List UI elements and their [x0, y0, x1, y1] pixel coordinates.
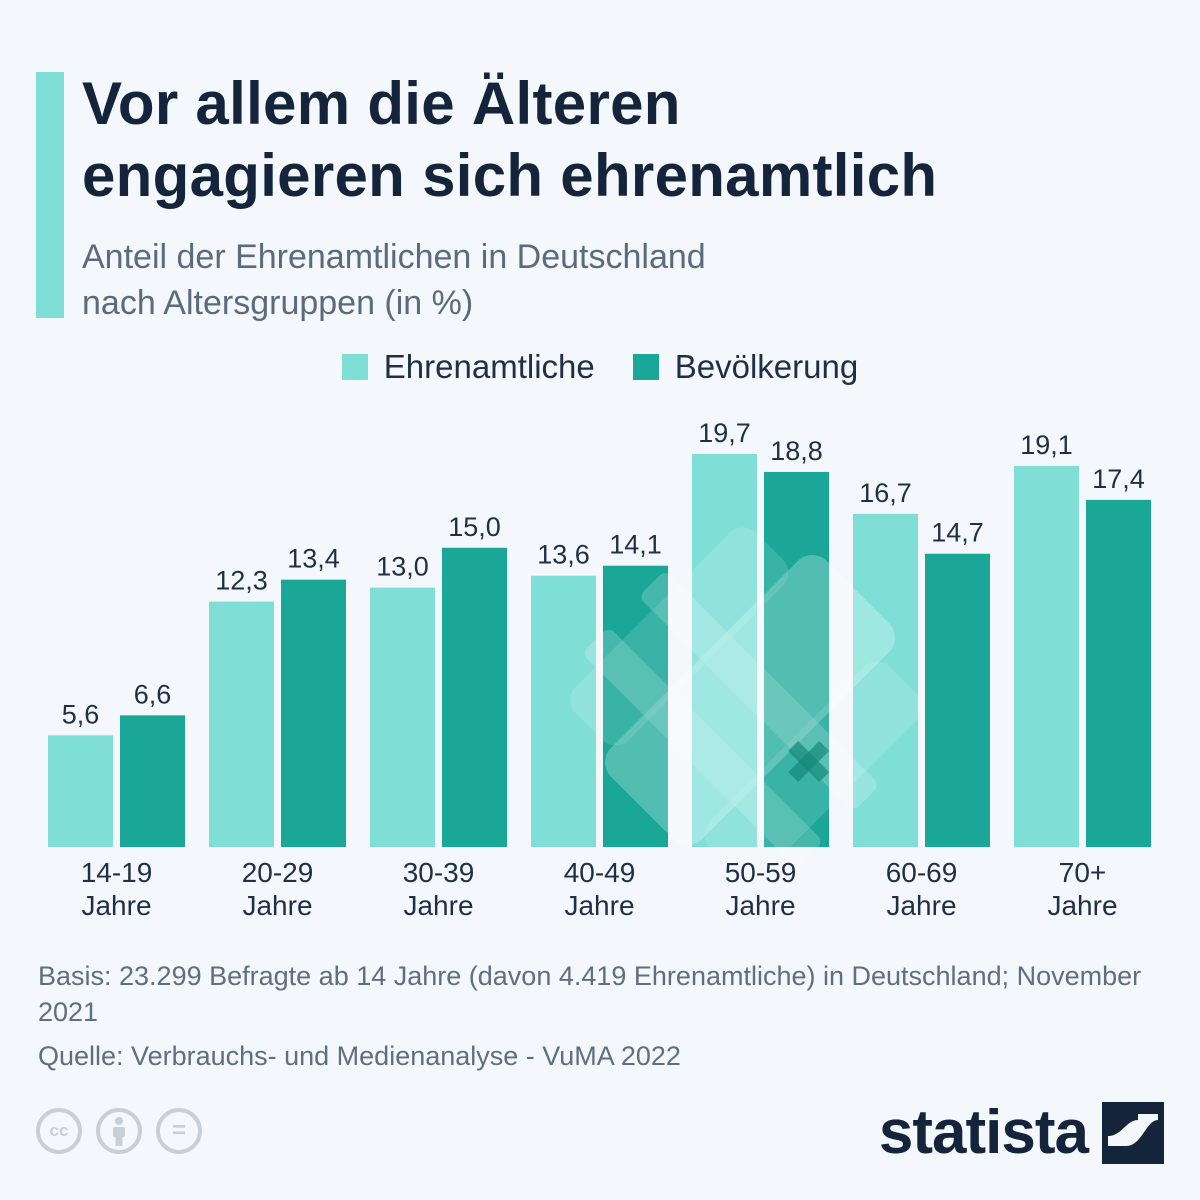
statista-logo[interactable]: statista [879, 1098, 1164, 1168]
attribution-icon[interactable] [96, 1108, 142, 1154]
bar-ehrenamtliche-1 [209, 601, 274, 847]
chart-title: Vor allem die Älteren engagieren sich eh… [82, 68, 1162, 212]
chart-subtitle-line-2: nach Altersgruppen (in %) [82, 284, 474, 322]
x-tick-label-2-1: Jahre [403, 890, 473, 921]
legend-item-ehrenamtliche: Ehrenamtliche [341, 348, 595, 386]
value-label-ehrenamtliche-4: 19,7 [698, 418, 751, 448]
x-tick-label-1-1: Jahre [242, 890, 312, 921]
statista-wordmark: statista [878, 1098, 1089, 1167]
legend-label-bevoelkerung: Bevölkerung [674, 348, 859, 385]
title-accent-bar [36, 72, 64, 318]
bar-bevoelkerung-2 [442, 547, 507, 847]
value-label-ehrenamtliche-1: 12,3 [215, 566, 268, 596]
chart-title-line-1: Vor allem die Älteren [82, 70, 681, 137]
x-tick-label-5-1: Jahre [886, 890, 956, 921]
bar-ehrenamtliche-6 [1014, 465, 1079, 847]
value-label-ehrenamtliche-3: 13,6 [537, 540, 590, 570]
value-label-bevoelkerung-0: 6,6 [134, 679, 172, 709]
bars-layer [48, 453, 1151, 847]
license-icons: cc = [36, 1108, 202, 1154]
chart-legend: Ehrenamtliche Bevölkerung [0, 348, 1200, 386]
statista-mark-icon [1102, 1102, 1164, 1164]
value-label-ehrenamtliche-0: 5,6 [62, 699, 100, 729]
labels-layer: 5,6 6,6 12,3 13,4 13,0 15,0 13,6 14,1 19,7 18,8 16… [62, 418, 1145, 729]
bar-chart: 5,6 6,6 12,3 13,4 13,0 15,0 13,6 14,1 19,7 18,8 16… [48, 418, 1151, 921]
x-axis-ticks: 14-19Jahre20-29Jahre30-39Jahre40-49Jahre… [81, 857, 1118, 921]
cc-icon[interactable]: cc [36, 1108, 82, 1154]
x-tick-label-6-1: Jahre [1047, 890, 1117, 921]
chart-subtitle-line-1: Anteil der Ehrenamtlichen in Deutschland [82, 238, 706, 276]
legend-swatch-ehrenamtliche [341, 354, 368, 380]
footnote-source: Quelle: Verbrauchs- und Medienanalyse - … [38, 1041, 681, 1071]
bar-bevoelkerung-0 [120, 715, 185, 847]
value-label-bevoelkerung-4: 18,8 [770, 436, 823, 466]
x-tick-label-6-0: 70+ [1059, 857, 1107, 888]
legend-swatch-bevoelkerung [632, 354, 659, 380]
bar-bevoelkerung-6 [1086, 499, 1151, 847]
legend-item-bevoelkerung: Bevölkerung [632, 348, 859, 386]
x-tick-label-0-0: 14-19 [81, 857, 153, 888]
legend-label-ehrenamtliche: Ehrenamtliche [383, 348, 595, 385]
bar-ehrenamtliche-2 [370, 587, 435, 847]
life-vest-icon [570, 527, 923, 880]
bar-bevoelkerung-5 [925, 553, 990, 847]
value-label-ehrenamtliche-2: 13,0 [376, 552, 429, 582]
bar-ehrenamtliche-5 [853, 513, 918, 847]
x-tick-label-3-1: Jahre [564, 890, 634, 921]
x-tick-label-2-0: 30-39 [403, 857, 475, 888]
bar-ehrenamtliche-4 [692, 453, 757, 847]
value-label-bevoelkerung-5: 14,7 [931, 518, 984, 548]
value-label-bevoelkerung-1: 13,4 [287, 544, 340, 574]
bar-bevoelkerung-4 [764, 471, 829, 847]
value-label-ehrenamtliche-5: 16,7 [859, 478, 912, 508]
x-tick-label-0-1: Jahre [81, 890, 151, 921]
x-tick-label-4-0: 50-59 [725, 857, 797, 888]
no-derivatives-icon[interactable]: = [156, 1108, 202, 1154]
chart-title-line-2: engagieren sich ehrenamtlich [82, 142, 938, 209]
value-label-bevoelkerung-6: 17,4 [1092, 464, 1145, 494]
chart-subtitle: Anteil der Ehrenamtlichen in Deutschland… [82, 234, 982, 326]
bar-bevoelkerung-1 [281, 579, 346, 847]
value-label-bevoelkerung-2: 15,0 [448, 512, 501, 542]
footnote-basis: Basis: 23.299 Befragte ab 14 Jahre (davo… [38, 961, 1142, 1027]
bar-ehrenamtliche-0 [48, 735, 113, 847]
x-tick-label-5-0: 60-69 [886, 857, 958, 888]
x-tick-label-3-0: 40-49 [564, 857, 636, 888]
x-tick-label-4-1: Jahre [725, 890, 795, 921]
value-label-ehrenamtliche-6: 19,1 [1020, 430, 1073, 460]
value-label-bevoelkerung-3: 14,1 [609, 530, 662, 560]
bar-bevoelkerung-3 [603, 565, 668, 847]
bar-ehrenamtliche-3 [531, 575, 596, 847]
x-tick-label-1-0: 20-29 [242, 857, 314, 888]
